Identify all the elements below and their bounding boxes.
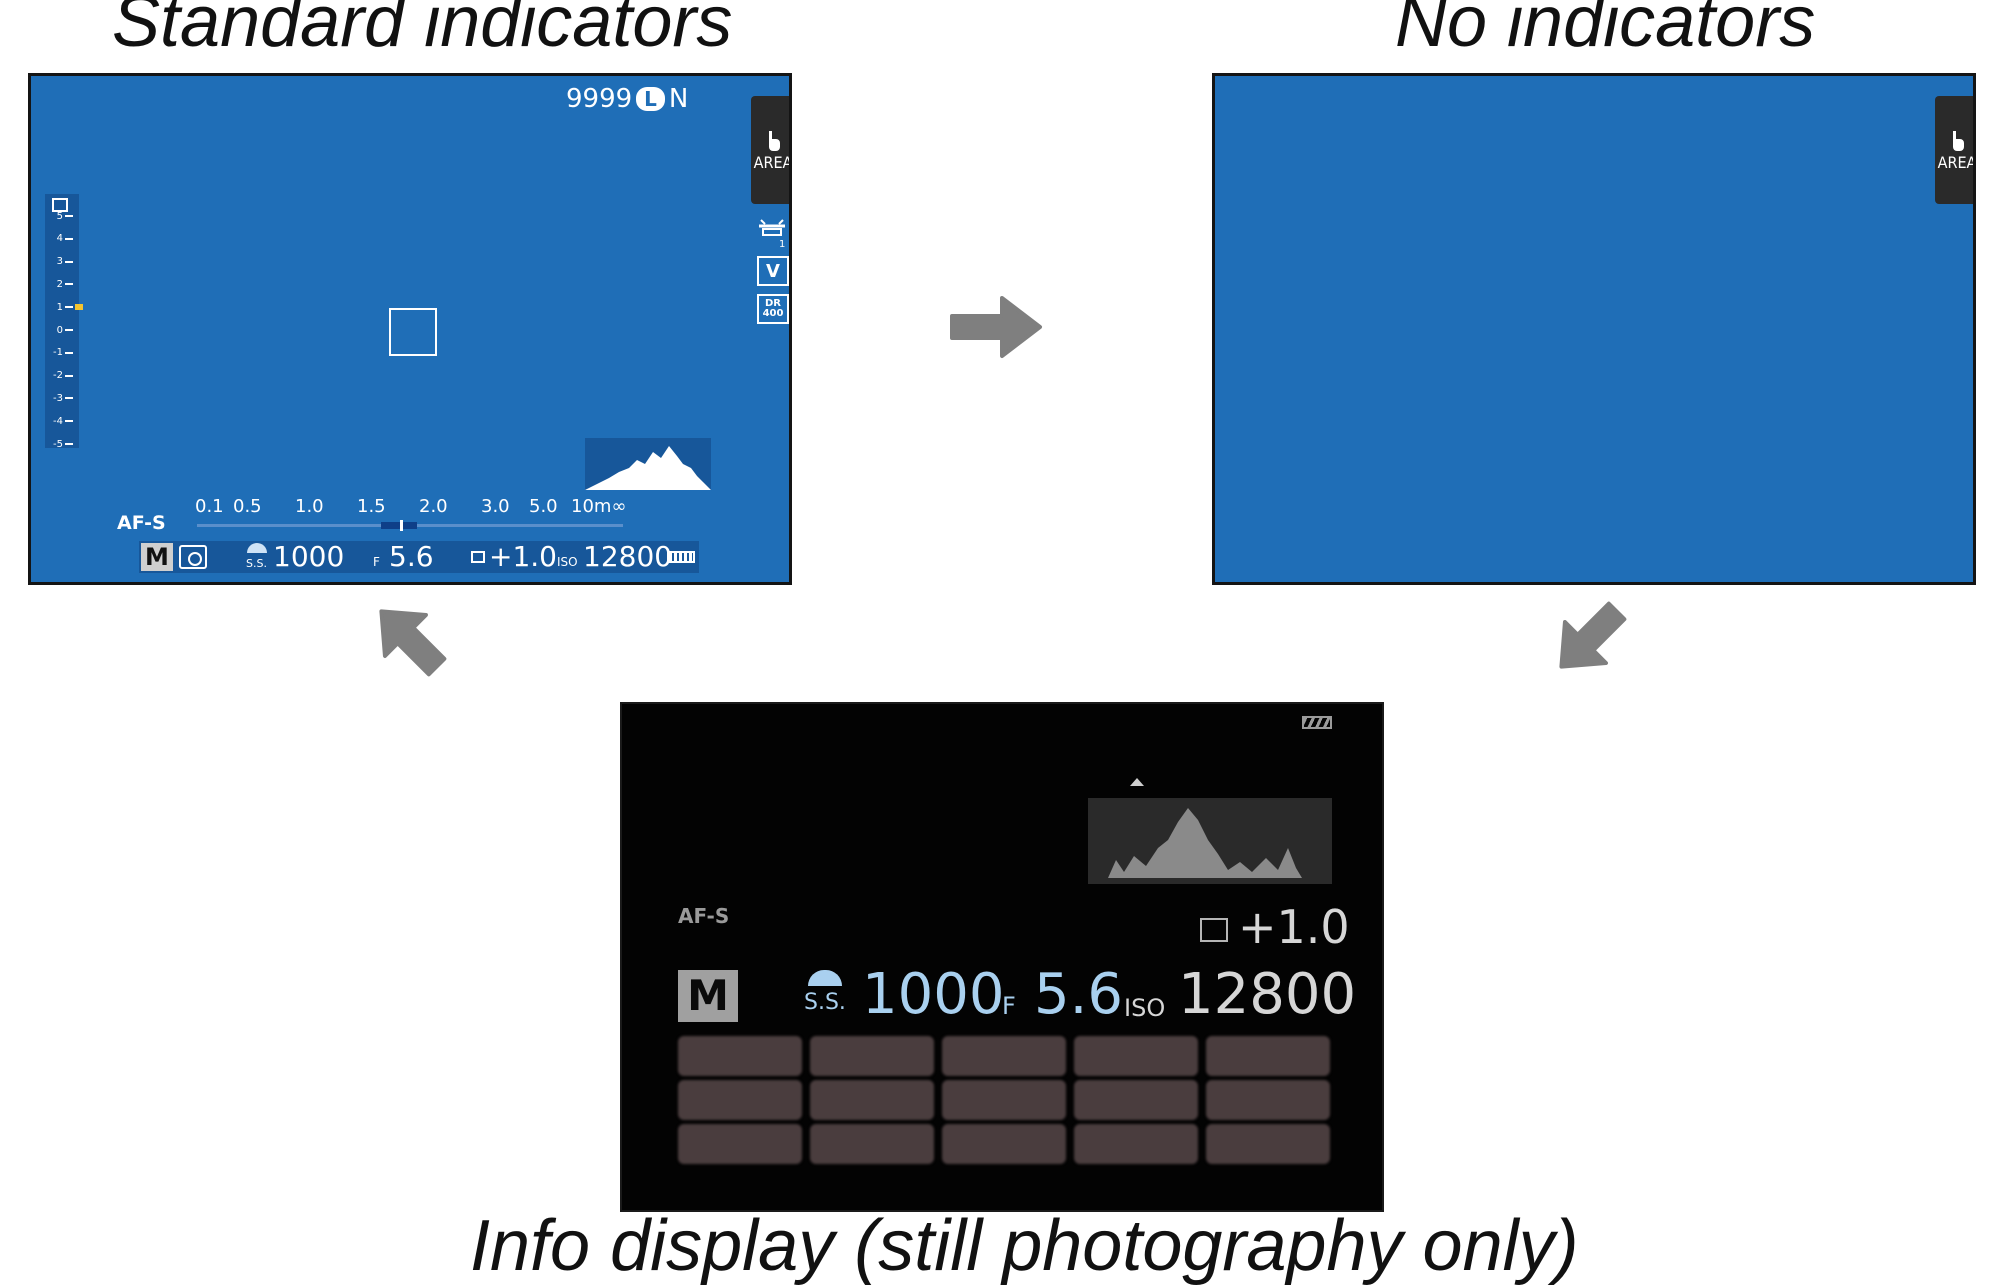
svg-text:1: 1 [779, 239, 785, 248]
image-quality: N [668, 84, 689, 114]
shutter-speed-value: 1000 [862, 962, 1005, 1027]
exposure-scale-tick: -1 [47, 346, 73, 360]
dynamic-range-value: 400 [762, 308, 784, 319]
no-indicators-screen: AREA [1212, 73, 1976, 585]
exposure-scale-tick: 3 [47, 255, 73, 269]
exposure-scale-tick: 4 [47, 232, 73, 246]
shutter-dial-icon [247, 543, 267, 553]
settings-grid-tile [1206, 1124, 1330, 1164]
exposure-scale-tick: -2 [47, 369, 73, 383]
exposure-level-marker [75, 304, 83, 311]
settings-grid-tile [942, 1080, 1066, 1120]
dynamic-range-icon: DR 400 [757, 294, 789, 324]
shooting-mode-badge: M [678, 970, 738, 1022]
standard-indicators-screen: 9999 L N AREA 1 V DR 400 5 4 3 2 1 0 -1 -2 -3 -4 -5… [28, 73, 792, 585]
distance-tick-label: 0.1 [195, 496, 224, 517]
exposure-comp-value: +1.0 [489, 540, 557, 573]
focus-mode-label: AF-S [117, 512, 166, 534]
image-size-badge: L [636, 87, 665, 111]
distance-tick-label: 2.0 [419, 496, 448, 517]
aperture-value: 5.6 [1034, 962, 1124, 1027]
distance-tick-label: 10m∞ [571, 496, 627, 517]
settings-grid-tile [1074, 1124, 1198, 1164]
touch-hand-icon [769, 130, 780, 151]
caption-no-indicators: No indicators [1395, 0, 1816, 62]
bottom-status-bar: M S.S. 1000 F 5.6 +1.0 ISO 12800 [139, 540, 699, 573]
depth-of-field-range [381, 522, 417, 529]
distance-tick-label: 5.0 [529, 496, 558, 517]
frame-counter-group: 9999 L N [566, 84, 688, 114]
settings-grid-tile [1074, 1080, 1198, 1120]
iso-value: 12800 [583, 540, 673, 573]
settings-grid-tile [810, 1124, 934, 1164]
settings-grid-tile [678, 1080, 802, 1120]
aperture-label: F [1002, 992, 1016, 1020]
distance-indicator: 0.1 0.5 1.0 1.5 2.0 3.0 5.0 10m∞ [195, 496, 627, 531]
film-simulation-icon: V [757, 256, 789, 286]
aperture-label: F [373, 555, 380, 569]
frames-remaining: 9999 [566, 84, 633, 114]
shutter-dial-icon [808, 970, 842, 986]
battery-icon [1302, 716, 1332, 729]
settings-grid-tile [810, 1080, 934, 1120]
caption-info-display: Info display (still photography only) [470, 1206, 1579, 1286]
distance-tick-label: 0.5 [233, 496, 262, 517]
arrow-up-left-icon [379, 609, 447, 677]
settings-grid-tile [1206, 1080, 1330, 1120]
histogram [585, 438, 711, 490]
exposure-scale-tick: 0 [47, 323, 73, 337]
iso-value: 12800 [1178, 962, 1357, 1027]
area-button-label: AREA [753, 152, 792, 172]
distance-tick-label: 3.0 [481, 496, 510, 517]
shooting-mode-badge: M [141, 543, 173, 571]
battery-icon [667, 551, 695, 563]
exposure-comp-icon [471, 551, 485, 563]
shutter-label: S.S. [804, 990, 846, 1015]
flash-mode-icon: 1 [755, 218, 789, 250]
metering-icon [179, 545, 207, 569]
aperture-value: 5.6 [389, 540, 434, 573]
histogram [1088, 798, 1332, 884]
exposure-scale-tick: -5 [47, 437, 73, 451]
area-button[interactable]: AREA [751, 96, 792, 204]
info-display-screen: AF-S +1.0 M S.S. 1000 F 5.6 ISO 12800 [620, 702, 1384, 1212]
iso-label: ISO [557, 555, 578, 569]
shutter-label: S.S. [246, 557, 267, 570]
arrow-down-left-icon [1559, 601, 1627, 669]
touch-hand-icon [1953, 130, 1964, 151]
exposure-scale-tick: 5 [47, 209, 73, 223]
settings-grid-tile [810, 1036, 934, 1076]
settings-grid [678, 1036, 1344, 1178]
arrow-right-icon [950, 296, 1042, 358]
area-button[interactable]: AREA [1935, 96, 1976, 204]
histogram-up-arrow-icon [1130, 778, 1144, 786]
area-button-label: AREA [1937, 152, 1976, 172]
exposure-comp-value: +1.0 [1238, 900, 1350, 954]
focus-frame [389, 308, 437, 356]
caption-standard-indicators: Standard indicators [112, 0, 733, 62]
exposure-comp-icon [1200, 918, 1228, 942]
settings-grid-tile [1074, 1036, 1198, 1076]
iso-label: ISO [1124, 994, 1166, 1022]
settings-grid-tile [942, 1036, 1066, 1076]
exposure-icon [52, 198, 68, 212]
exposure-scale-tick: -3 [47, 391, 73, 405]
shutter-speed-value: 1000 [273, 540, 345, 573]
focus-mode-label: AF-S [678, 904, 730, 928]
settings-grid-tile [678, 1036, 802, 1076]
exposure-scale-tick: 1 [47, 300, 83, 314]
settings-grid-tile [678, 1124, 802, 1164]
exposure-scale-tick: -4 [47, 414, 73, 428]
settings-grid-tile [942, 1124, 1066, 1164]
distance-tick-label: 1.5 [357, 496, 386, 517]
exposure-scale-tick: 2 [47, 277, 73, 291]
distance-tick-label: 1.0 [295, 496, 324, 517]
settings-grid-tile [1206, 1036, 1330, 1076]
exposure-indicator: 5 4 3 2 1 0 -1 -2 -3 -4 -5 [45, 194, 83, 451]
focus-distance-marker [400, 520, 403, 531]
